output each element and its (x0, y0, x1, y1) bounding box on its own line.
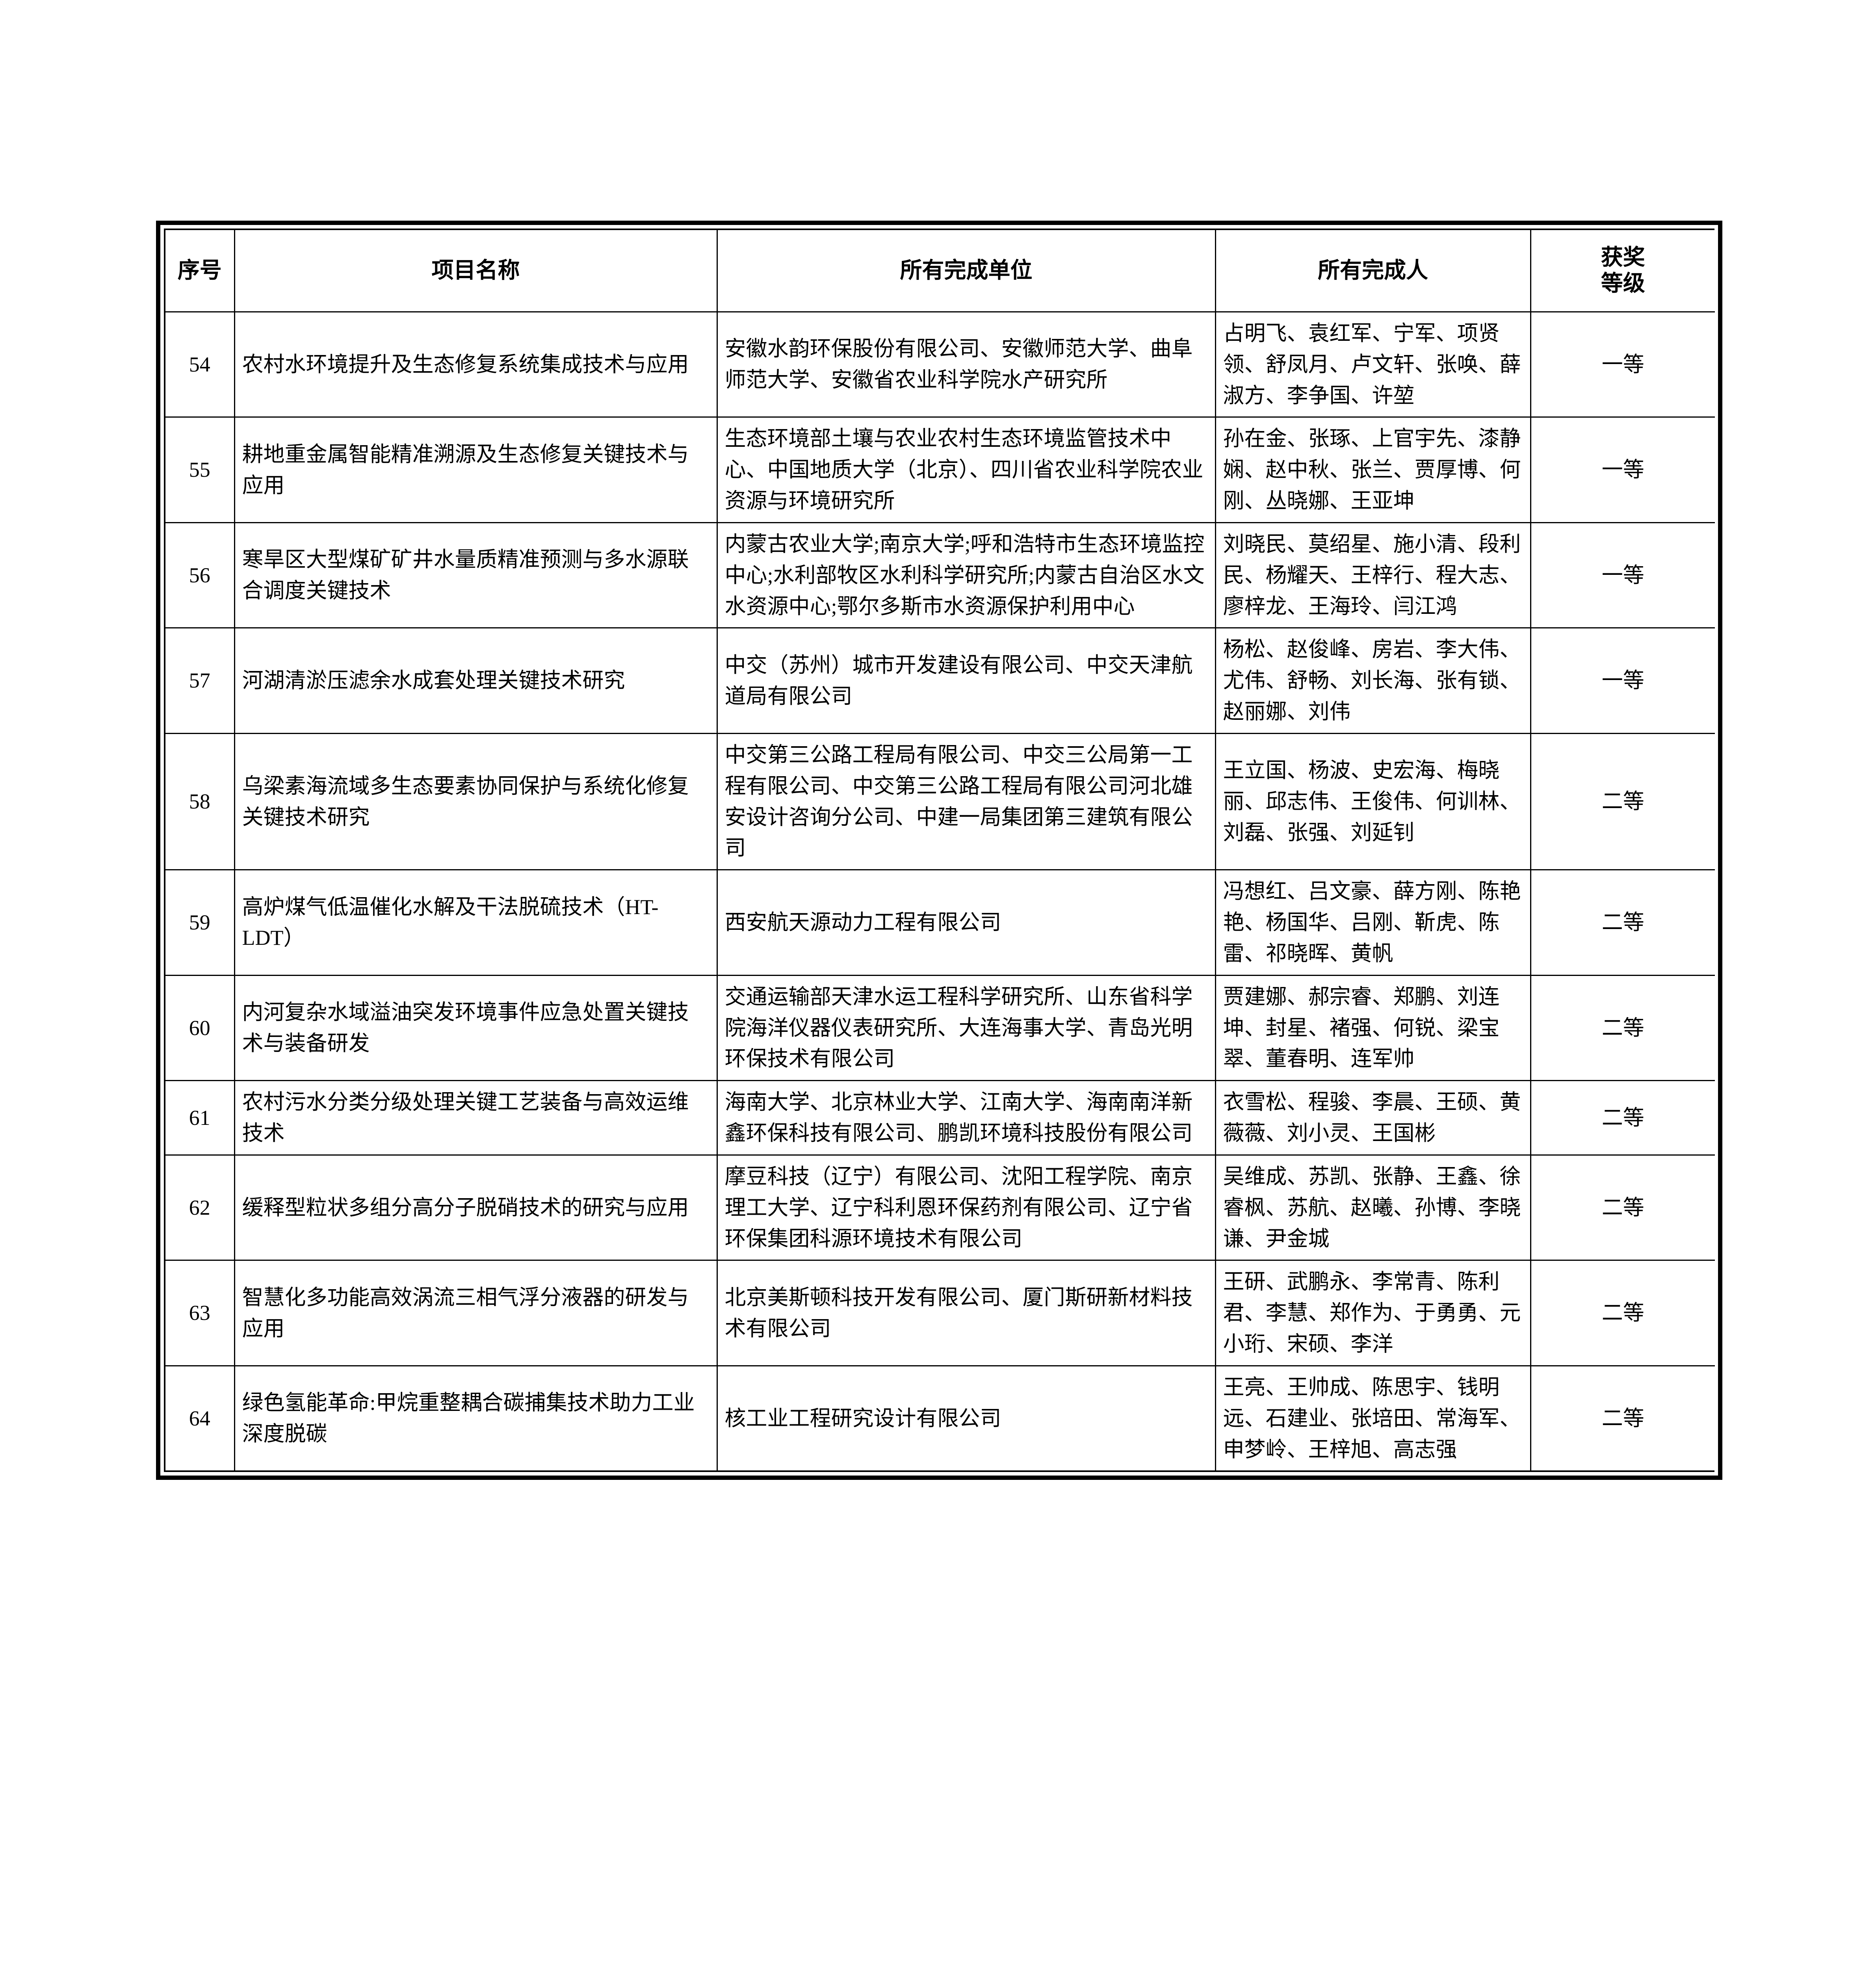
table-row: 57 河湖清淤压滤余水成套处理关键技术研究 中交（苏州）城市开发建设有限公司、中交天… (165, 627, 1715, 734)
column-header-grade-line1: 获奖 (1601, 245, 1645, 270)
cell-people: 占明飞、袁红军、宁军、项贤领、舒凤月、卢文轩、张唤、薛淑方、李争国、许堃 (1215, 311, 1531, 418)
column-header-project-name: 项目名称 (234, 230, 718, 312)
cell-project-name: 绿色氢能革命:甲烷重整耦合碳捕集技术助力工业深度脱碳 (234, 1365, 718, 1471)
table-row: 62 缓释型粒状多组分高分子脱硝技术的研究与应用 摩豆科技（辽宁）有限公司、沈阳工程… (165, 1154, 1715, 1261)
cell-units: 核工业工程研究设计有限公司 (716, 1365, 1216, 1471)
table-row: 63 智慧化多功能高效涡流三相气浮分液器的研发与应用 北京美斯顿科技开发有限公司、厦… (165, 1260, 1715, 1366)
cell-units: 生态环境部土壤与农业农村生态环境监管技术中心、中国地质大学（北京）、四川省农业科… (716, 416, 1216, 523)
cell-grade: 二等 (1530, 732, 1715, 871)
cell-no: 60 (165, 974, 235, 1082)
cell-project-name: 智慧化多功能高效涡流三相气浮分液器的研发与应用 (234, 1260, 718, 1366)
column-header-units: 所有完成单位 (716, 230, 1216, 312)
column-header-people: 所有完成人 (1215, 230, 1531, 312)
cell-no: 61 (165, 1080, 235, 1156)
cell-project-name: 农村水环境提升及生态修复系统集成技术与应用 (234, 311, 718, 418)
cell-project-name: 乌梁素海流域多生态要素协同保护与系统化修复关键技术研究 (234, 732, 718, 871)
cell-grade: 一等 (1530, 311, 1715, 418)
table-row: 59 高炉煤气低温催化水解及干法脱硫技术（HT-LDT） 西安航天源动力工程有限公司… (165, 869, 1715, 976)
column-header-grade-line2: 等级 (1601, 271, 1645, 296)
cell-units: 中交（苏州）城市开发建设有限公司、中交天津航道局有限公司 (716, 627, 1216, 734)
cell-grade: 一等 (1530, 627, 1715, 734)
cell-grade: 二等 (1530, 1260, 1715, 1366)
cell-grade: 二等 (1530, 869, 1715, 976)
cell-grade: 一等 (1530, 522, 1715, 629)
cell-no: 57 (165, 627, 235, 734)
cell-people: 王亮、王帅成、陈思宇、钱明远、石建业、张培田、常海军、申梦岭、王梓旭、高志强 (1215, 1365, 1531, 1471)
table-row: 60 内河复杂水域溢油突发环境事件应急处置关键技术与装备研发 交通运输部天津水运工程… (165, 974, 1715, 1082)
cell-units: 海南大学、北京林业大学、江南大学、海南南洋新鑫环保科技有限公司、鹏凯环境科技股份… (716, 1080, 1216, 1156)
cell-units: 西安航天源动力工程有限公司 (716, 869, 1216, 976)
cell-people: 刘晓民、莫绍星、施小清、段利民、杨耀天、王梓行、程大志、廖梓龙、王海玲、闫江鸿 (1215, 522, 1531, 629)
table-row: 54 农村水环境提升及生态修复系统集成技术与应用 安徽水韵环保股份有限公司、安徽师范… (165, 311, 1715, 418)
cell-project-name: 农村污水分类分级处理关键工艺装备与高效运维技术 (234, 1080, 718, 1156)
award-projects-table: 序号 项目名称 所有完成单位 所有完成人 获奖 等级 54 农村水环境提升及生态修… (165, 230, 1715, 1471)
cell-people: 孙在金、张琢、上官宇先、漆静娴、赵中秋、张兰、贾厚博、何刚、丛晓娜、王亚坤 (1215, 416, 1531, 523)
column-header-no: 序号 (165, 230, 235, 312)
cell-no: 64 (165, 1365, 235, 1471)
cell-no: 62 (165, 1154, 235, 1261)
table-row: 58 乌梁素海流域多生态要素协同保护与系统化修复关键技术研究 中交第三公路工程局有限… (165, 732, 1715, 871)
column-header-grade: 获奖 等级 (1530, 230, 1715, 312)
cell-units: 摩豆科技（辽宁）有限公司、沈阳工程学院、南京理工大学、辽宁科利恩环保药剂有限公司… (716, 1154, 1216, 1261)
cell-people: 冯想红、吕文豪、薛方刚、陈艳艳、杨国华、吕刚、靳虎、陈雷、祁晓晖、黄帆 (1215, 869, 1531, 976)
cell-grade: 二等 (1530, 1365, 1715, 1471)
cell-project-name: 耕地重金属智能精准溯源及生态修复关键技术与应用 (234, 416, 718, 523)
cell-no: 55 (165, 416, 235, 523)
cell-grade: 二等 (1530, 974, 1715, 1082)
cell-no: 56 (165, 522, 235, 629)
table-inner-frame: 序号 项目名称 所有完成单位 所有完成人 获奖 等级 54 农村水环境提升及生态修… (164, 229, 1715, 1472)
cell-units: 交通运输部天津水运工程科学研究所、山东省科学院海洋仪器仪表研究所、大连海事大学、… (716, 974, 1216, 1082)
table-body: 54 农村水环境提升及生态修复系统集成技术与应用 安徽水韵环保股份有限公司、安徽师范… (165, 311, 1715, 1471)
cell-no: 58 (165, 732, 235, 871)
cell-units: 内蒙古农业大学;南京大学;呼和浩特市生态环境监控中心;水利部牧区水利科学研究所;… (716, 522, 1216, 629)
cell-no: 63 (165, 1260, 235, 1366)
cell-project-name: 河湖清淤压滤余水成套处理关键技术研究 (234, 627, 718, 734)
cell-people: 王立国、杨波、史宏海、梅晓丽、邱志伟、王俊伟、何训林、刘磊、张强、刘延钊 (1215, 732, 1531, 871)
cell-project-name: 缓释型粒状多组分高分子脱硝技术的研究与应用 (234, 1154, 718, 1261)
cell-grade: 二等 (1530, 1154, 1715, 1261)
cell-units: 中交第三公路工程局有限公司、中交三公局第一工程有限公司、中交第三公路工程局有限公… (716, 732, 1216, 871)
cell-project-name: 寒旱区大型煤矿矿井水量质精准预测与多水源联合调度关键技术 (234, 522, 718, 629)
table-row: 56 寒旱区大型煤矿矿井水量质精准预测与多水源联合调度关键技术 内蒙古农业大学;南京… (165, 522, 1715, 629)
table-row: 55 耕地重金属智能精准溯源及生态修复关键技术与应用 生态环境部土壤与农业农村生态环… (165, 416, 1715, 523)
cell-people: 贾建娜、郝宗睿、郑鹏、刘连坤、封星、褚强、何锐、梁宝翠、董春明、连军帅 (1215, 974, 1531, 1082)
cell-people: 杨松、赵俊峰、房岩、李大伟、尤伟、舒畅、刘长海、张有锁、赵丽娜、刘伟 (1215, 627, 1531, 734)
cell-people: 王研、武鹏永、李常青、陈利君、李慧、郑作为、于勇勇、元小珩、宋硕、李洋 (1215, 1260, 1531, 1366)
cell-no: 54 (165, 311, 235, 418)
table-header: 序号 项目名称 所有完成单位 所有完成人 获奖 等级 (165, 230, 1715, 312)
cell-project-name: 内河复杂水域溢油突发环境事件应急处置关键技术与装备研发 (234, 974, 718, 1082)
cell-grade: 一等 (1530, 416, 1715, 523)
table-row: 64 绿色氢能革命:甲烷重整耦合碳捕集技术助力工业深度脱碳 核工业工程研究设计有限公… (165, 1365, 1715, 1471)
cell-project-name: 高炉煤气低温催化水解及干法脱硫技术（HT-LDT） (234, 869, 718, 976)
cell-grade: 二等 (1530, 1080, 1715, 1156)
cell-units: 北京美斯顿科技开发有限公司、厦门斯研新材料技术有限公司 (716, 1260, 1216, 1366)
cell-people: 衣雪松、程骏、李晨、王硕、黄薇薇、刘小灵、王国彬 (1215, 1080, 1531, 1156)
cell-people: 吴维成、苏凯、张静、王鑫、徐睿枫、苏航、赵曦、孙博、李晓谦、尹金城 (1215, 1154, 1531, 1261)
cell-units: 安徽水韵环保股份有限公司、安徽师范大学、曲阜师范大学、安徽省农业科学院水产研究所 (716, 311, 1216, 418)
table-outer-frame: 序号 项目名称 所有完成单位 所有完成人 获奖 等级 54 农村水环境提升及生态修… (156, 221, 1722, 1480)
table-row: 61 农村污水分类分级处理关键工艺装备与高效运维技术 海南大学、北京林业大学、江南大… (165, 1080, 1715, 1156)
table-header-row: 序号 项目名称 所有完成单位 所有完成人 获奖 等级 (165, 230, 1715, 312)
cell-no: 59 (165, 869, 235, 976)
